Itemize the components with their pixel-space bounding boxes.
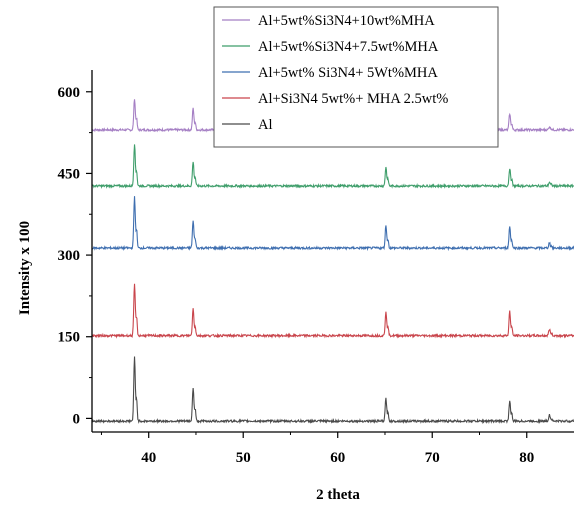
series-line [91, 356, 574, 425]
y-tick-label: 150 [58, 330, 81, 346]
x-tick-label: 50 [236, 450, 251, 466]
legend-label: Al+5wt%Si3N4+7.5wt%MHA [258, 39, 439, 55]
ticks-layer: 40 50 60 70 80 0 150 300 450 600 [58, 85, 535, 466]
y-tick-label: 450 [58, 166, 81, 182]
series-line [91, 144, 574, 190]
axes-layer [91, 70, 574, 433]
legend-box [213, 6, 499, 148]
y-axis-title: Intensity x 100 [17, 221, 33, 315]
legend-label: Al [258, 117, 273, 133]
legend-label: Al+5wt% Si3N4+ 5Wt%MHA [258, 65, 438, 81]
y-tick-label: 300 [58, 248, 81, 264]
series-line [91, 283, 574, 339]
y-tick-label: 600 [58, 85, 81, 101]
series-layer [91, 99, 574, 425]
legend-label: Al+Si3N4 5wt%+ MHA 2.5wt% [258, 91, 448, 107]
legend: Al+5wt%Si3N4+10wt%MHA Al+5wt%Si3N4+7.5wt%… [213, 6, 499, 148]
x-tick-label: 40 [141, 450, 156, 466]
x-tick-label: 70 [425, 450, 440, 466]
legend-items: Al+5wt%Si3N4+10wt%MHA Al+5wt%Si3N4+7.5wt%… [222, 13, 448, 133]
x-tick-label: 80 [519, 450, 534, 466]
series-line [91, 196, 574, 252]
legend-label: Al+5wt%Si3N4+10wt%MHA [258, 13, 435, 29]
x-axis-title: 2 theta [316, 487, 360, 503]
y-tick-label: 0 [73, 411, 81, 427]
x-tick-label: 60 [330, 450, 345, 466]
